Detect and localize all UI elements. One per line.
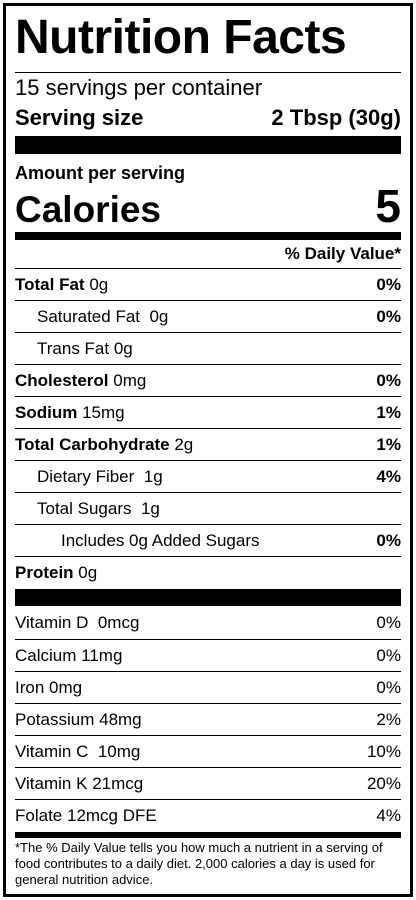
nutrient-dv: 1% <box>376 435 401 454</box>
daily-value-footnote: *The % Daily Value tells you how much a … <box>15 840 383 887</box>
nutrient-row-trans-fat: Trans Fat 0g <box>15 332 401 365</box>
nutrient-row-total-carbohydrate: Total Carbohydrate 2g 1% <box>15 428 401 461</box>
servings-per-container: 15 servings per container <box>15 75 263 100</box>
vitamin-dv: 0% <box>376 646 401 665</box>
vitamin-name: Potassium <box>15 710 95 729</box>
nutrient-amount: 0g <box>78 563 98 582</box>
nutrient-row-dietary-fiber: Dietary Fiber 1g 4% <box>15 460 401 493</box>
vitamin-amount: 0mg <box>49 678 83 697</box>
vitamin-name: Iron <box>15 678 45 697</box>
nutrient-row-sodium: Sodium 15mg 1% <box>15 396 401 429</box>
calories-value: 5 <box>375 180 401 232</box>
thick-divider <box>15 589 401 606</box>
vitamin-amount: 21mcg <box>92 774 144 793</box>
vitamin-row-iron: Iron 0mg 0% <box>15 671 401 704</box>
vitamin-row-vitamin-d: Vitamin D 0mcg 0% <box>15 607 401 639</box>
vitamin-amount: 11mg <box>81 646 123 665</box>
divider <box>15 72 401 73</box>
serving-size-value: 2 Tbsp (30g) <box>271 105 401 130</box>
nutrient-name: Total Fat <box>15 275 85 294</box>
calories-row: Calories 5 <box>15 178 401 234</box>
serving-size-label: Serving size <box>15 105 144 130</box>
amount-per-serving: Amount per serving <box>15 163 186 183</box>
vitamin-dv: 0% <box>376 678 401 697</box>
vitamin-dv: 20% <box>366 774 401 793</box>
nutrient-amount: 0g <box>113 339 133 358</box>
nutrient-row-protein: Protein 0g <box>15 556 401 589</box>
vitamin-dv: 10% <box>366 742 401 761</box>
nutrient-amount: 0mg <box>113 371 147 390</box>
nutrient-amount: 1g <box>140 499 160 518</box>
nutrient-row-total-sugars: Total Sugars 1g <box>15 492 401 525</box>
vitamin-amount: 0mcg <box>97 613 140 632</box>
nutrient-amount: 0g <box>89 275 109 294</box>
calories-label: Calories <box>15 189 162 230</box>
label-content: Nutrition Facts 15 servings per containe… <box>15 6 401 894</box>
nutrient-dv: 1% <box>376 403 401 422</box>
vitamin-amount: 10mg <box>97 742 141 761</box>
thick-divider <box>15 136 401 154</box>
vitamin-name: Vitamin K <box>15 774 88 793</box>
nutrient-name: Sodium <box>15 403 78 422</box>
nutrient-row-cholesterol: Cholesterol 0mg 0% <box>15 364 401 397</box>
nutrient-name: Protein <box>15 563 74 582</box>
daily-value-header: % Daily Value* <box>284 244 401 263</box>
vitamin-row-vitamin-k: Vitamin K 21mcg 20% <box>15 767 401 800</box>
vitamin-name: Folate <box>15 806 63 825</box>
nutrient-name: Dietary Fiber <box>37 467 135 486</box>
nutrient-dv: 4% <box>376 467 401 486</box>
vitamin-row-calcium: Calcium 11mg 0% <box>15 639 401 672</box>
vitamin-amount: 48mg <box>99 710 142 729</box>
vitamin-row-potassium: Potassium 48mg 2% <box>15 703 401 736</box>
vitamin-amount: 12mcg DFE <box>66 806 157 825</box>
vitamin-row-folate: Folate 12mcg DFE 4% <box>15 799 401 832</box>
nutrient-name: Saturated Fat <box>37 307 141 326</box>
nutrient-dv: 0% <box>376 531 401 550</box>
medium-divider <box>15 232 401 240</box>
nutrient-amount: 15mg <box>82 403 125 422</box>
vitamin-row-vitamin-c: Vitamin C 10mg 10% <box>15 735 401 768</box>
nutrient-name: Includes 0g Added Sugars <box>61 531 260 550</box>
vitamin-dv: 2% <box>376 710 401 729</box>
nutrient-amount: 2g <box>174 435 194 454</box>
vitamin-dv: 4% <box>376 806 401 825</box>
vitamin-name: Vitamin C <box>15 742 89 761</box>
nutrient-row-total-fat: Total Fat 0g 0% <box>15 268 401 301</box>
serving-size-row: Serving size 2 Tbsp (30g) <box>15 103 401 133</box>
nutrient-amount: 1g <box>143 467 163 486</box>
footer-divider <box>15 832 401 838</box>
nutrient-amount: 0g <box>149 307 169 326</box>
vitamin-name: Calcium <box>15 646 77 665</box>
nutrition-facts-label: Nutrition Facts 15 servings per containe… <box>3 3 413 897</box>
nutrient-name: Cholesterol <box>15 371 109 390</box>
nutrient-dv: 0% <box>376 371 401 390</box>
nutrient-dv: 0% <box>376 275 401 294</box>
nutrient-name: Trans Fat <box>37 339 110 358</box>
nutrient-dv: 0% <box>376 307 401 326</box>
label-title: Nutrition Facts <box>15 11 347 64</box>
vitamin-dv: 0% <box>376 613 401 632</box>
nutrient-row-added-sugars: Includes 0g Added Sugars 0% <box>15 524 401 557</box>
nutrient-name: Total Sugars <box>37 499 132 518</box>
nutrient-name: Total Carbohydrate <box>15 435 170 454</box>
nutrient-row-saturated-fat: Saturated Fat 0g 0% <box>15 300 401 333</box>
vitamin-name: Vitamin D <box>15 613 89 632</box>
